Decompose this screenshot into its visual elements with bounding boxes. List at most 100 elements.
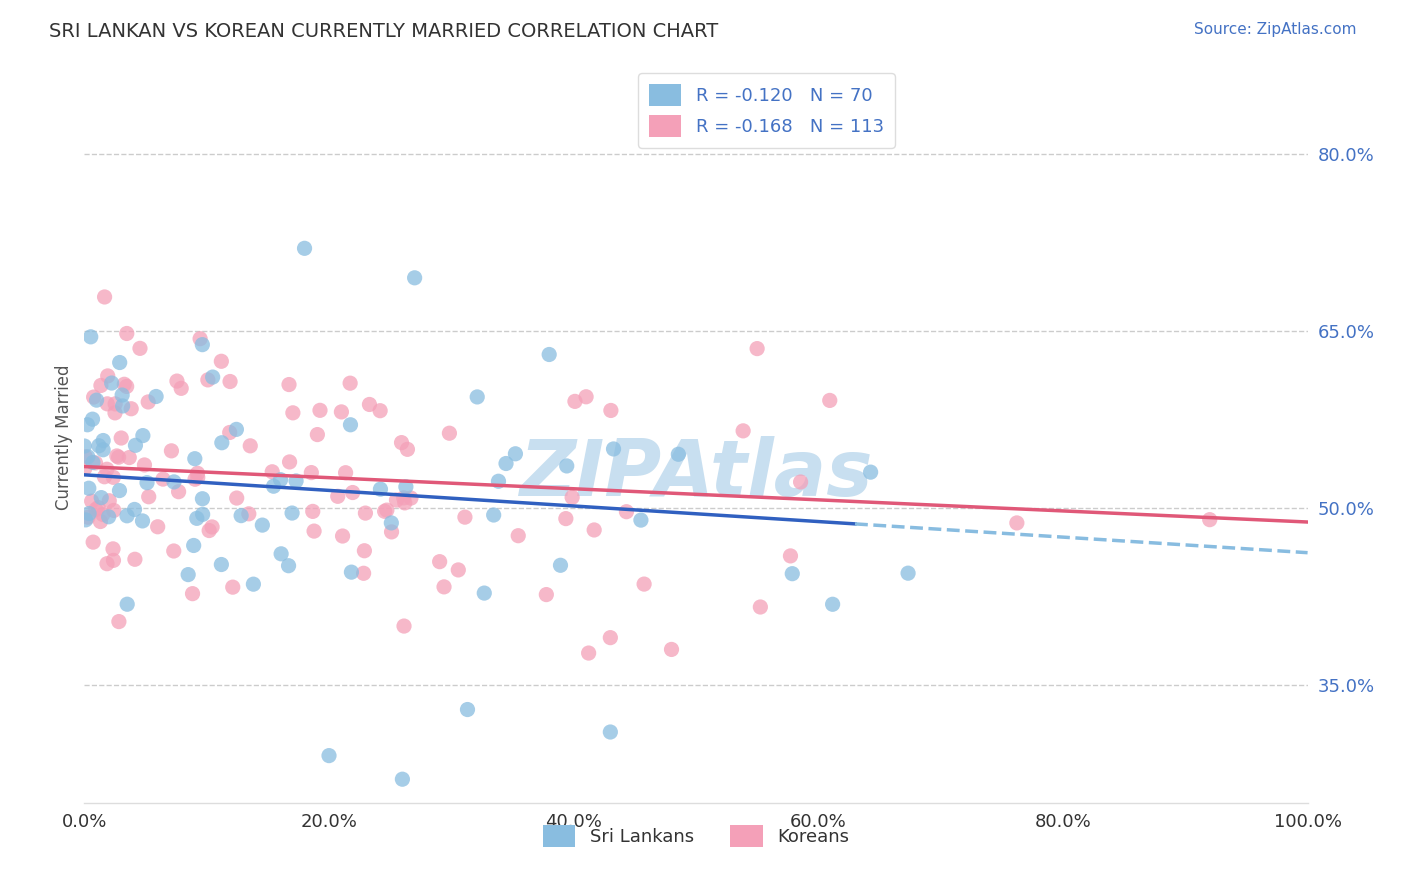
- Point: [91, 434, 114, 448]
- Point: [97, 368, 120, 383]
- Point: [599, 725, 621, 739]
- Point: [391, 435, 413, 450]
- Point: [124, 502, 146, 516]
- Point: [87, 439, 110, 453]
- Point: [583, 523, 606, 537]
- Point: [564, 394, 586, 409]
- Point: [666, 447, 689, 461]
- Point: [115, 326, 138, 341]
- Point: [163, 544, 186, 558]
- Point: [661, 642, 683, 657]
- Point: [239, 439, 262, 453]
- Point: [129, 342, 152, 356]
- Point: [309, 403, 332, 417]
- Point: [340, 565, 363, 579]
- Point: [96, 557, 118, 571]
- Point: [73, 461, 96, 475]
- Point: [242, 577, 264, 591]
- Point: [103, 503, 125, 517]
- Point: [218, 425, 240, 440]
- Point: [252, 518, 274, 533]
- Point: [318, 748, 340, 763]
- Point: [76, 450, 98, 464]
- Point: [107, 450, 129, 465]
- Point: [353, 566, 375, 581]
- Point: [90, 491, 112, 505]
- Point: [897, 566, 920, 581]
- Point: [201, 520, 224, 534]
- Point: [132, 428, 155, 442]
- Point: [326, 489, 349, 503]
- Point: [197, 373, 219, 387]
- Point: [97, 509, 120, 524]
- Point: [105, 449, 128, 463]
- Point: [108, 355, 131, 369]
- Point: [222, 580, 245, 594]
- Point: [277, 558, 299, 573]
- Point: [225, 422, 247, 436]
- Point: [93, 469, 115, 483]
- Point: [91, 442, 114, 457]
- Point: [136, 475, 159, 490]
- Point: [278, 377, 301, 392]
- Point: [454, 510, 477, 524]
- Point: [270, 473, 292, 487]
- Point: [294, 241, 316, 255]
- Point: [561, 491, 583, 505]
- Point: [96, 397, 118, 411]
- Point: [76, 417, 98, 432]
- Point: [1198, 513, 1220, 527]
- Point: [104, 397, 127, 411]
- Point: [335, 466, 357, 480]
- Point: [201, 370, 224, 384]
- Point: [278, 455, 301, 469]
- Point: [285, 474, 308, 488]
- Point: [263, 479, 285, 493]
- Point: [789, 475, 811, 489]
- Point: [100, 376, 122, 390]
- Point: [82, 455, 104, 469]
- Point: [433, 580, 456, 594]
- Point: [191, 508, 214, 522]
- Point: [630, 513, 652, 527]
- Text: ZIPAtlas: ZIPAtlas: [519, 435, 873, 512]
- Point: [231, 508, 253, 523]
- Point: [550, 558, 572, 573]
- Point: [339, 376, 361, 391]
- Point: [184, 472, 207, 486]
- Point: [111, 388, 134, 402]
- Point: [368, 403, 391, 417]
- Point: [602, 442, 624, 456]
- Point: [270, 547, 292, 561]
- Point: [370, 482, 392, 496]
- Point: [447, 563, 470, 577]
- Point: [747, 342, 769, 356]
- Point: [779, 549, 801, 563]
- Point: [110, 431, 132, 445]
- Point: [77, 507, 100, 521]
- Point: [87, 500, 110, 515]
- Point: [93, 290, 115, 304]
- Point: [80, 494, 103, 508]
- Point: [575, 390, 598, 404]
- Point: [134, 458, 156, 472]
- Point: [380, 516, 402, 530]
- Point: [578, 646, 600, 660]
- Point: [89, 515, 111, 529]
- Point: [505, 447, 527, 461]
- Point: [170, 381, 193, 395]
- Text: Source: ZipAtlas.com: Source: ZipAtlas.com: [1194, 22, 1357, 37]
- Point: [115, 508, 138, 523]
- Point: [330, 405, 353, 419]
- Point: [191, 337, 214, 351]
- Point: [124, 438, 146, 452]
- Point: [91, 508, 114, 522]
- Point: [103, 553, 125, 567]
- Point: [152, 472, 174, 486]
- Point: [73, 439, 96, 453]
- Point: [495, 457, 517, 471]
- Point: [136, 395, 159, 409]
- Point: [96, 462, 118, 476]
- Point: [160, 443, 183, 458]
- Point: [184, 451, 207, 466]
